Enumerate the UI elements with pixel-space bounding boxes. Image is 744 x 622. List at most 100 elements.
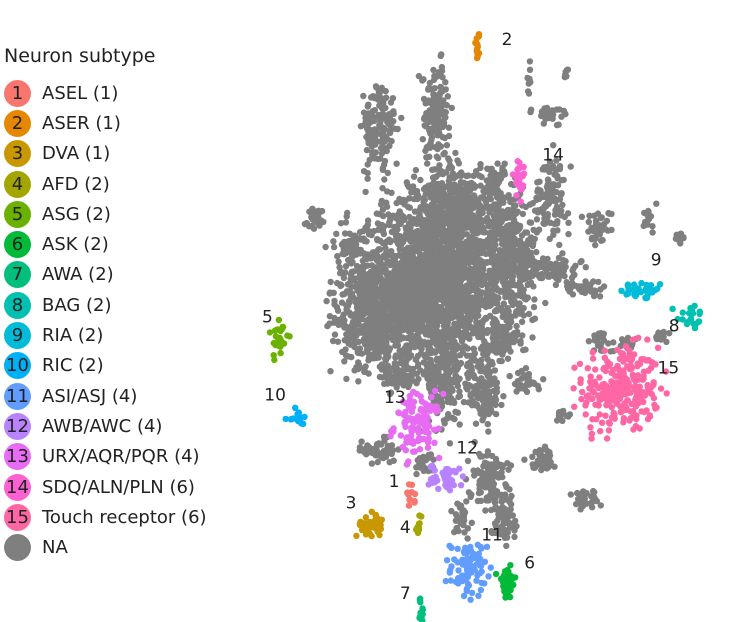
point: [439, 134, 446, 141]
point: [523, 250, 530, 257]
point: [393, 313, 400, 321]
point: [461, 343, 469, 350]
point: [416, 213, 423, 220]
point: [401, 246, 408, 254]
point: [365, 370, 372, 377]
point: [585, 338, 593, 345]
legend-label: SDQ/ALN/PLN (6): [42, 476, 195, 498]
point: [472, 307, 479, 314]
point: [424, 160, 431, 167]
legend-label: ASER (1): [42, 112, 121, 134]
point: [432, 248, 439, 255]
point: [368, 262, 376, 269]
point: [375, 452, 382, 459]
legend-swatch: 6: [4, 231, 31, 259]
legend-item: 3 DVA (1): [4, 139, 244, 169]
point: [355, 359, 362, 366]
point: [474, 497, 482, 505]
point: [406, 345, 413, 353]
point: [443, 169, 450, 176]
point: [373, 210, 380, 217]
point: [522, 365, 530, 372]
legend-swatch: 11: [4, 382, 31, 410]
point: [343, 240, 350, 247]
point: [544, 213, 551, 221]
point: [379, 165, 386, 172]
point: [462, 238, 470, 246]
point: [364, 442, 371, 449]
point: [433, 271, 440, 279]
point: [413, 296, 420, 303]
point: [362, 252, 370, 259]
point: [471, 204, 478, 211]
point: [396, 246, 403, 253]
point: [388, 450, 395, 457]
point: [418, 342, 425, 349]
point: [405, 262, 412, 269]
point: [376, 222, 384, 229]
point: [675, 231, 683, 238]
point: [459, 171, 466, 178]
point: [540, 376, 547, 383]
point: [519, 210, 527, 218]
point: [378, 197, 385, 205]
point: [392, 232, 400, 240]
point: [536, 456, 543, 463]
point: [557, 190, 565, 197]
point: [361, 271, 369, 278]
point: [491, 308, 499, 315]
point: [502, 518, 510, 525]
point: [487, 481, 494, 488]
point: [392, 352, 400, 359]
point: [546, 168, 553, 175]
point: [399, 259, 406, 266]
point: [554, 266, 561, 273]
point: [467, 391, 474, 398]
point: [556, 241, 563, 249]
na-cluster: [561, 66, 572, 81]
point: [330, 319, 338, 326]
point: [399, 294, 407, 301]
point: [467, 358, 474, 366]
legend-label: RIC (2): [42, 355, 104, 377]
point: [452, 218, 459, 225]
point: [456, 332, 464, 339]
point: [580, 284, 587, 291]
point: [592, 241, 599, 249]
point: [406, 195, 413, 202]
point: [379, 185, 386, 192]
point: [346, 334, 353, 342]
point: [381, 176, 388, 183]
na-cluster: [672, 230, 687, 247]
legend-label: DVA (1): [42, 143, 111, 165]
point: [453, 259, 461, 266]
point: [488, 240, 495, 247]
na-cluster: [578, 209, 615, 249]
point: [455, 287, 462, 294]
na-cluster: [640, 200, 660, 236]
point: [437, 196, 444, 203]
point: [419, 219, 427, 226]
point: [360, 328, 367, 335]
point: [559, 201, 566, 209]
legend-item: 14 SDQ/ALN/PLN (6): [4, 472, 244, 502]
point: [472, 277, 479, 284]
point: [498, 496, 506, 504]
point: [518, 318, 526, 325]
point: [459, 244, 466, 252]
point: [448, 507, 455, 515]
legend-swatch: 1: [4, 79, 31, 107]
point: [432, 144, 439, 151]
legend-item: 10 RIC (2): [4, 351, 244, 381]
point: [351, 250, 358, 257]
point: [414, 227, 422, 235]
point: [432, 108, 439, 115]
point: [390, 457, 397, 464]
point: [419, 461, 426, 469]
point: [481, 338, 488, 345]
point: [441, 268, 448, 276]
point: [500, 393, 507, 400]
point: [506, 260, 514, 267]
point: [487, 467, 494, 474]
